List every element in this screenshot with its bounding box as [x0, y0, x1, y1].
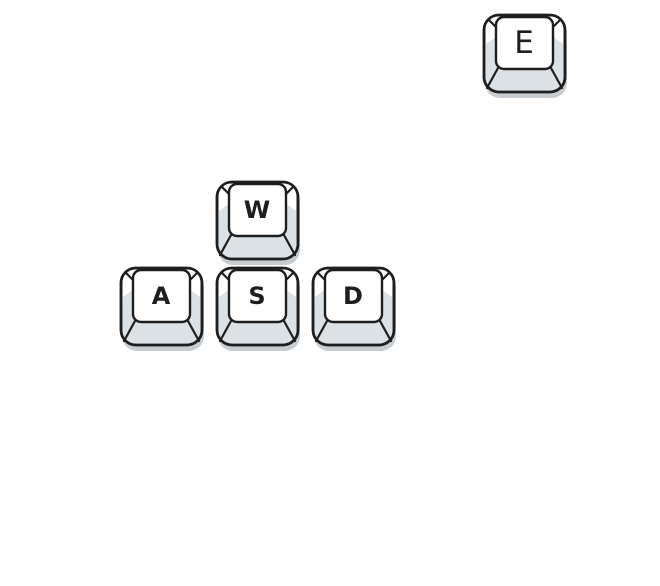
key-e-label: E [514, 24, 534, 61]
key-e[interactable]: E [482, 13, 569, 100]
key-a[interactable]: A [119, 266, 206, 353]
key-w-label: W [243, 196, 271, 224]
key-d-label: D [343, 282, 363, 310]
key-w[interactable]: W [215, 180, 302, 267]
key-a-label: A [151, 282, 171, 310]
key-s[interactable]: S [215, 266, 302, 353]
key-d[interactable]: D [311, 266, 398, 353]
key-s-label: S [248, 282, 266, 310]
